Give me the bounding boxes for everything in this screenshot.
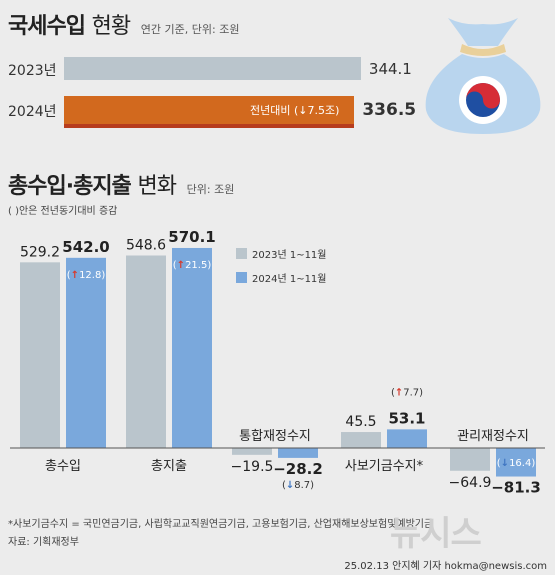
bar-value-1-0: 548.6 [126,238,166,254]
vertical-bar-chart: 2023년 1~11월 2024년 1~11월 529.2 542.0 총수입 (↑12.… [10,228,545,497]
legend-label-1: 2024년 1~11월 [252,273,327,285]
category-label-0: 총수입 [45,459,81,474]
bar-value-1-1: 570.1 [168,228,215,246]
bar-value-0-1: 542.0 [62,238,109,256]
bar-value-4-1: −81.3 [491,479,541,497]
legend-swatch-1 [236,272,247,283]
section1-title-normal: 현황 [91,14,131,39]
bar-value-3-0: 45.5 [345,414,376,430]
newsis-watermark: 뉴시스 [390,514,482,554]
category-label-3: 사보기금수지* [345,459,424,474]
footer-note: *사보기금수지 = 국민연금기금, 사립학교교직원연금기금, 고용보험기금, 산… [8,519,434,530]
change-annotation-0: (↑12.8) [67,270,106,281]
section2-note: ( )안은 전년동기대비 증감 [8,206,118,217]
category-label-1: 총지출 [151,459,187,474]
legend-swatch-0 [236,248,247,259]
bar-0-0 [20,262,60,448]
bar-0-1 [66,257,106,448]
change-annotation-4: (↓16.4) [497,458,536,469]
section2-title-bold: 총수입·총지출 [8,174,132,199]
hbar-2024-base [64,124,355,128]
legend-label-0: 2023년 1~11월 [252,249,327,261]
bar-value-2-1: −28.2 [273,460,323,478]
hbar-value-2024: 336.5 [362,100,417,120]
section2-title-normal: 변화 [137,174,176,199]
section2-unit: 단위: 조원 [186,183,235,196]
bar-3-0 [341,432,381,448]
hbar-2024-annotation: 전년대비 (↓7.5조) [250,104,340,117]
bar-4-1 [496,448,536,477]
bar-1-1 [172,247,212,448]
change-annotation-1: (↑21.5) [173,260,212,271]
taegeuk-emblem-icon [459,76,507,124]
change-annotation-3: (↑7.7) [391,387,423,398]
bar-4-0 [450,448,490,471]
bar-1-0 [126,255,166,448]
section2-title: 총수입·총지출 변화 단위: 조원 [8,168,234,200]
bar-2-0 [232,448,272,455]
hbar-2024 [64,96,355,124]
bar-value-3-1: 53.1 [388,409,425,427]
hbar-label-2024: 2024년 [8,104,57,120]
bar-2-1 [278,448,318,458]
money-bag-icon [425,18,541,134]
category-label-2: 통합재정수지 [239,429,311,444]
bar-value-0-0: 529.2 [20,244,60,260]
bar-value-4-0: −64.9 [449,475,492,491]
bar-3-1 [387,429,427,448]
hbar-label-2023: 2023년 [8,63,57,79]
source-label: 자료: 기획재정부 [8,537,79,548]
section1-title: 국세수입 현황 연간 기준, 단위: 조원 [8,8,239,40]
category-label-4: 관리재정수지 [457,429,529,444]
credit-line: 25.02.13 안지혜 기자 hokma@newsis.com [344,561,547,572]
section1-unit: 연간 기준, 단위: 조원 [140,23,240,36]
hbar-2023 [64,57,361,80]
hbar-value-2023: 344.1 [368,60,412,78]
bar-value-2-0: −19.5 [231,459,274,475]
section1-title-bold: 국세수입 [8,14,86,39]
change-annotation-2: (↓8.7) [282,480,314,491]
